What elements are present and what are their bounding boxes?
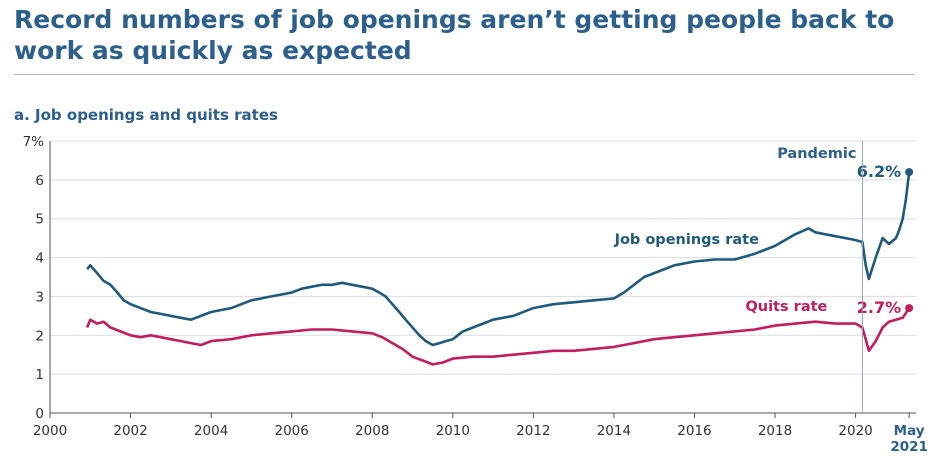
x-end-tick-month: May — [894, 423, 925, 439]
y-tick-label: 4 — [35, 251, 44, 267]
x-tick-label: 2004 — [194, 423, 228, 439]
y-tick-label: 5 — [35, 212, 44, 228]
x-axis-ticks: 2000 2002 2004 2006 2008 2010 2012 2014 2016 2018… — [33, 413, 928, 455]
x-tick-label: 2008 — [355, 423, 389, 439]
series-end-point — [905, 168, 914, 177]
panel-subtitle: a. Job openings and quits rates — [14, 106, 278, 124]
pandemic-label: Pandemic — [777, 146, 856, 162]
x-tick-label: 2016 — [677, 423, 711, 439]
chart-title: Record numbers of job openings aren’t ge… — [14, 5, 895, 65]
series-end-point — [905, 304, 914, 313]
y-tick-label: 7% — [23, 134, 45, 150]
series-name-label: Quits rate — [745, 299, 827, 315]
x-tick-label: 2020 — [838, 423, 872, 439]
y-axis-ticks: 0 1 2 3 4 5 6 7% — [23, 134, 45, 422]
series-lines: Job openings rate 6.2% Quits rate 2.7% — [85, 162, 914, 366]
x-end-tick-year: 2021 — [890, 439, 928, 455]
x-tick-label: 2000 — [33, 423, 67, 439]
x-tick-label: 2006 — [274, 423, 308, 439]
series-end-value-label: 6.2% — [857, 162, 901, 181]
annotations: Pandemic — [777, 141, 863, 413]
gridlines — [49, 140, 916, 414]
series-name-label: Job openings rate — [614, 232, 760, 248]
series-line-quits — [85, 307, 911, 366]
x-tick-label: 2002 — [113, 423, 147, 439]
y-tick-label: 6 — [35, 173, 44, 189]
x-tick-label: 2014 — [597, 423, 631, 439]
y-tick-label: 0 — [35, 406, 44, 422]
y-tick-label: 3 — [35, 289, 44, 305]
y-tick-label: 2 — [35, 328, 44, 344]
title-divider — [14, 74, 915, 75]
x-tick-label: 2012 — [516, 423, 550, 439]
y-tick-label: 1 — [35, 367, 44, 383]
series-line-job-openings — [86, 171, 911, 347]
x-tick-label: 2010 — [436, 423, 470, 439]
series-end-value-label: 2.7% — [857, 298, 901, 317]
x-tick-label: 2018 — [758, 423, 792, 439]
